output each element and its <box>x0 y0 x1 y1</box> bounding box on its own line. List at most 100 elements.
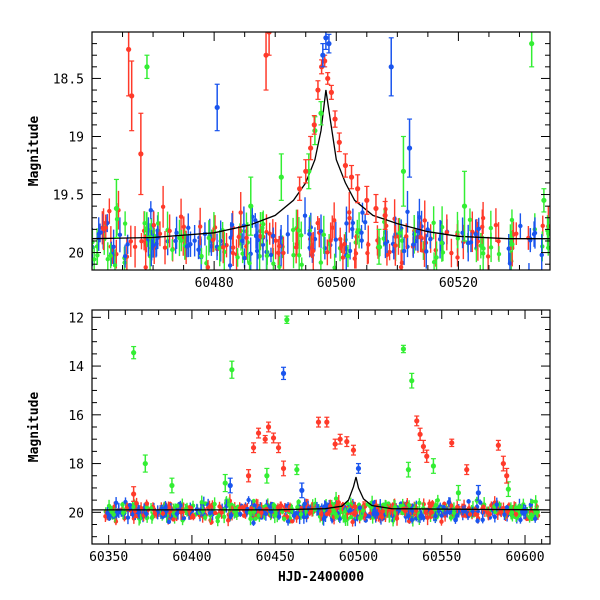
baseline-point <box>344 206 349 241</box>
baseline-point <box>122 211 128 236</box>
baseline-point <box>374 509 380 519</box>
green-band-point <box>376 228 382 265</box>
red-band-point <box>129 60 135 132</box>
baseline-point <box>333 221 339 258</box>
baseline-point <box>105 242 110 270</box>
baseline-point <box>417 509 423 523</box>
baseline-point <box>281 516 287 522</box>
baseline-point <box>529 499 535 504</box>
green-band-point <box>455 484 461 501</box>
x-tick-label: 60480 <box>195 276 234 291</box>
baseline-point <box>291 242 296 269</box>
baseline-point <box>229 213 235 237</box>
baseline-point <box>227 245 233 270</box>
red-band-point <box>131 486 137 502</box>
baseline-point <box>341 511 346 523</box>
red-band-point <box>280 460 287 477</box>
baseline-point <box>357 514 363 522</box>
red-band-point <box>414 415 420 427</box>
baseline-point <box>546 217 550 250</box>
baseline-point <box>219 506 224 519</box>
baseline-point <box>436 506 442 516</box>
zoomed-plot-frame <box>91 31 551 271</box>
baseline-point <box>545 215 550 247</box>
baseline-point <box>518 213 523 239</box>
baseline-point <box>127 502 133 508</box>
blue-band-point <box>475 484 481 501</box>
baseline-point <box>255 220 261 260</box>
baseline-point <box>244 225 249 251</box>
baseline-point <box>113 497 119 509</box>
baseline-point <box>328 222 333 259</box>
baseline-point <box>539 234 544 270</box>
baseline-point <box>318 214 324 248</box>
baseline-point <box>455 500 460 514</box>
baseline-point <box>479 264 481 270</box>
green-band-point <box>142 454 148 473</box>
red-band-point <box>303 159 309 184</box>
baseline-point <box>296 499 301 505</box>
baseline-point <box>212 497 217 511</box>
full-axes: 60350 60400 60450 60500 60550 60600 12 14 16 18 20 <box>68 310 550 565</box>
green-band-point <box>318 101 324 126</box>
baseline-point <box>278 501 284 510</box>
green-band-point <box>169 477 175 494</box>
baseline-point <box>318 248 324 270</box>
model-curve <box>92 476 550 511</box>
baseline-point <box>271 502 277 508</box>
red-band-point <box>417 427 423 442</box>
y-tick-label: 19 <box>68 130 84 145</box>
baseline-point <box>111 229 116 264</box>
y-tick-label: 20 <box>68 247 84 262</box>
red-band-point <box>255 427 262 439</box>
baseline-point <box>199 495 204 509</box>
baseline-point <box>143 247 148 270</box>
red-band-point <box>382 200 388 230</box>
baseline-point <box>350 208 356 238</box>
baseline-point <box>142 211 147 236</box>
red-band-point <box>348 164 355 190</box>
baseline-point <box>517 513 522 518</box>
baseline-point <box>108 243 113 269</box>
red-band-point <box>464 464 470 476</box>
baseline-point <box>268 505 274 518</box>
baseline-point <box>253 516 258 521</box>
zoomed-axes: 60480 60500 60520 18.5 19 19.5 20 <box>53 31 551 291</box>
blue-band-point <box>280 366 287 381</box>
red-band-point <box>138 112 144 196</box>
baseline-point <box>144 510 149 518</box>
green-band-point <box>248 176 254 236</box>
baseline-point <box>359 225 364 241</box>
baseline-point <box>428 229 433 249</box>
x-tick-label: 60520 <box>439 276 478 291</box>
baseline-point <box>475 518 480 524</box>
baseline-point <box>229 511 234 519</box>
baseline-point <box>307 217 312 251</box>
baseline-point <box>406 511 411 521</box>
red-band-point <box>344 436 350 448</box>
baseline-point <box>239 233 245 249</box>
baseline-point <box>399 228 405 253</box>
green-band-point <box>505 481 511 498</box>
red-band-point <box>263 32 269 91</box>
baseline-point <box>95 245 100 265</box>
blue-band-point <box>323 32 329 51</box>
blue-band-point <box>299 482 305 499</box>
baseline-point <box>487 511 493 517</box>
baseline-point <box>213 510 218 516</box>
baseline-point <box>235 247 240 267</box>
baseline-point <box>387 243 392 261</box>
baseline-point <box>117 217 123 253</box>
baseline-point <box>352 248 357 269</box>
baseline-point <box>366 225 371 264</box>
baseline-point <box>107 198 112 224</box>
baseline-point <box>311 231 316 270</box>
green-band-point <box>113 178 120 239</box>
green-band-point <box>264 467 270 484</box>
red-band-point <box>332 110 338 128</box>
red-band-point <box>265 421 272 433</box>
green-band-point <box>409 372 415 389</box>
red-band-point <box>342 153 349 178</box>
baseline-point <box>268 247 274 263</box>
baseline-point <box>148 201 154 220</box>
